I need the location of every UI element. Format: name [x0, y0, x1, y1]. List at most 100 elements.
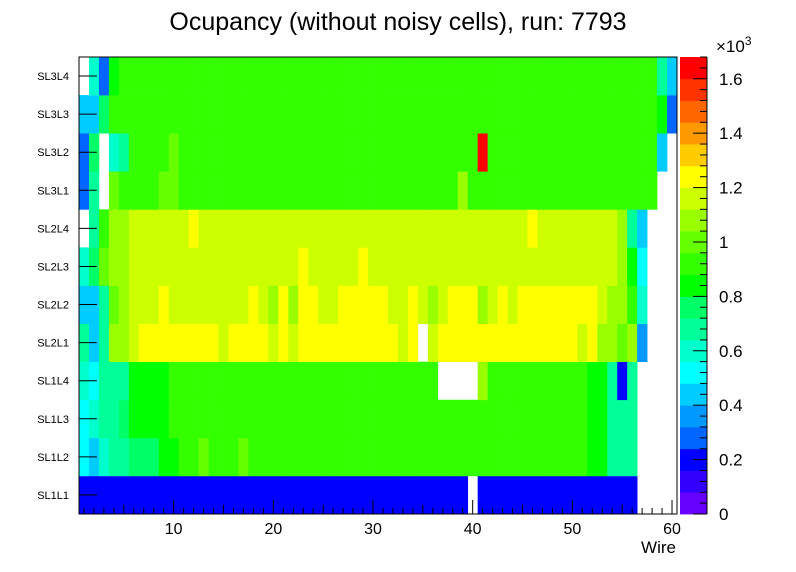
colorbar-swatch [680, 274, 707, 297]
heatmap-cell [258, 285, 269, 324]
heatmap-cell [98, 361, 110, 401]
heatmap-cell [667, 95, 678, 134]
heatmap-cell [378, 361, 389, 401]
heatmap-cell [248, 285, 259, 324]
heatmap-cell [368, 57, 379, 96]
heatmap-cell [188, 171, 199, 210]
heatmap-cell [577, 57, 588, 96]
heatmap-cell [148, 133, 160, 172]
heatmap-cell [138, 133, 150, 172]
heatmap-cell [487, 133, 498, 172]
heatmap-cell [527, 475, 538, 515]
colorbar-tick-label: 0.2 [719, 451, 743, 470]
heatmap-cell [427, 323, 439, 363]
heatmap-cell [238, 247, 249, 286]
heatmap-cell [397, 285, 409, 324]
heatmap-cell [587, 399, 598, 439]
heatmap-cell [447, 171, 459, 210]
heatmap-cell [328, 133, 339, 172]
colorbar-tick-label: 0.6 [719, 342, 743, 361]
heatmap-cell [138, 95, 150, 134]
heatmap-cell [577, 171, 588, 210]
heatmap-cell [338, 475, 349, 515]
heatmap-cell [617, 475, 628, 515]
heatmap-cell [148, 57, 160, 96]
heatmap-cell [477, 247, 488, 286]
heatmap-cell [318, 133, 329, 172]
heatmap-cell [318, 285, 329, 324]
heatmap-cell [168, 437, 180, 477]
y-tick-label: SL1L4 [37, 376, 69, 388]
heatmap-cell [497, 361, 508, 401]
heatmap-cell [168, 247, 180, 286]
heatmap-cell [397, 323, 409, 363]
heatmap-cell [567, 285, 578, 324]
heatmap-cell [348, 95, 359, 134]
heatmap-cell [348, 475, 359, 515]
heatmap-cell [537, 95, 548, 134]
heatmap-cell [527, 399, 538, 439]
heatmap-cell [218, 475, 229, 515]
heatmap-cell [308, 209, 319, 248]
heatmap-cell [318, 171, 329, 210]
heatmap-cell [308, 247, 319, 286]
heatmap-cell [198, 475, 209, 515]
heatmap-cell [417, 57, 429, 96]
heatmap-cell [597, 95, 608, 134]
heatmap-cell [368, 475, 379, 515]
heatmap-cell [467, 399, 479, 439]
heatmap-cell [557, 323, 568, 363]
heatmap-cell [547, 323, 558, 363]
heatmap-cell [358, 209, 369, 248]
heatmap-cell [228, 95, 239, 134]
heatmap-cell [268, 95, 279, 134]
heatmap-cell [557, 285, 568, 324]
heatmap-cell [168, 95, 180, 134]
heatmap-cell [437, 95, 449, 134]
heatmap-cell [308, 171, 319, 210]
heatmap-cell [617, 361, 628, 401]
heatmap-cell [517, 399, 528, 439]
x-tick-label: 50 [563, 521, 581, 538]
heatmap-cell [497, 171, 508, 210]
heatmap-cell [368, 171, 379, 210]
x-tick-label: 60 [663, 521, 681, 538]
heatmap-cell [378, 323, 389, 363]
heatmap-cell [348, 171, 359, 210]
heatmap-cell [507, 361, 518, 401]
heatmap-cell [647, 133, 658, 172]
heatmap-cell [138, 209, 150, 248]
heatmap-cell [188, 285, 199, 324]
heatmap-cell [487, 57, 498, 96]
heatmap-cell [138, 247, 150, 286]
heatmap-cell [497, 399, 508, 439]
heatmap-cell [98, 437, 110, 477]
heatmap-cell [567, 95, 578, 134]
heatmap-cell [457, 437, 469, 477]
heatmap-cell [617, 437, 628, 477]
heatmap-cell [148, 475, 160, 515]
heatmap-cell [447, 95, 459, 134]
heatmap-cell [417, 171, 429, 210]
colorbar-tick-label: 1.4 [719, 124, 743, 143]
heatmap-cell [188, 399, 199, 439]
heatmap-cell [198, 399, 209, 439]
x-tick-label: 10 [165, 521, 183, 538]
heatmap-cell [98, 247, 110, 286]
heatmap-cell [477, 361, 488, 401]
heatmap-cell [278, 437, 289, 477]
heatmap-cell [128, 399, 140, 439]
heatmap-cell [457, 133, 469, 172]
heatmap-cell [258, 171, 269, 210]
heatmap-cell [238, 285, 249, 324]
colorbar-tick-label: 1 [719, 233, 728, 252]
heatmap-cell [288, 57, 299, 96]
heatmap-cell [527, 285, 538, 324]
heatmap-cell [228, 399, 239, 439]
heatmap-cell [507, 95, 518, 134]
heatmap-cell [308, 399, 319, 439]
heatmap-cell [507, 209, 518, 248]
heatmap-cell [597, 361, 608, 401]
heatmap-cell [298, 323, 309, 363]
chart-title: Ocupancy (without noisy cells), run: 779… [169, 8, 626, 36]
